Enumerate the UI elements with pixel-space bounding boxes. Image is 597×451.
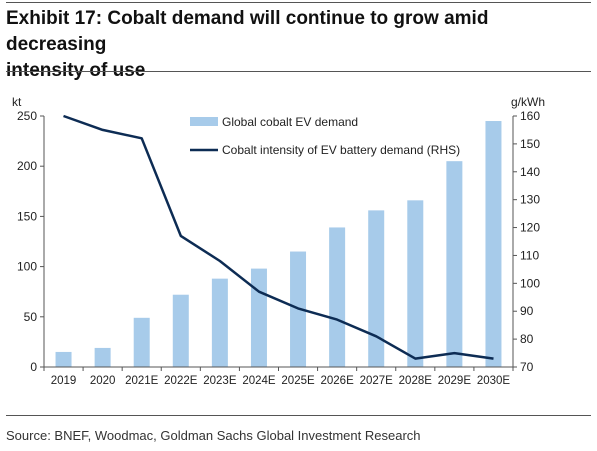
right-tick-label-120: 120 [520,221,540,235]
legend-swatch-demand [190,117,218,126]
right-tick-label-110: 110 [520,248,539,262]
right-tick-label-140: 140 [520,165,540,179]
bar-2028E [407,200,424,367]
x-tick-label-2024E: 2024E [242,375,276,387]
x-tick-label-2023E: 2023E [203,375,237,387]
bar-2024E [250,268,267,367]
bar-2027E [368,210,385,367]
left-axis-unit: kt [12,95,22,109]
x-tick-label-2021E: 2021E [125,375,159,387]
bar-2029E [446,161,463,367]
axes: 0 50 100 150 200 250 70 80 90 100 110 120 130 140 150 1… [12,95,545,387]
x-tick-label-2026E: 2026E [320,375,354,387]
source-note: Source: BNEF, Woodmac, Goldman Sachs Glo… [6,428,421,443]
x-tick-label-2028E: 2028E [399,375,433,387]
right-tick-label-100: 100 [520,276,540,290]
right-tick-label-90: 90 [520,304,534,318]
bar-2023E [211,278,228,367]
right-tick-label-130: 130 [520,193,540,207]
x-tick-label-2020: 2020 [90,375,116,387]
right-axis-unit: g/kWh [511,95,545,109]
x-tick-label-2027E: 2027E [360,375,394,387]
source-rule [6,415,591,416]
x-tick-label-2029E: 2029E [438,375,472,387]
bar-2030E [485,121,502,368]
line-series [63,114,494,360]
bar-series [55,121,502,368]
left-tick-label-250: 250 [17,109,37,123]
x-tick-label-2025E: 2025E [281,375,315,387]
chart-area: 0 50 100 150 200 250 70 80 90 100 110 120 130 140 150 1… [12,95,545,387]
left-tick-label-0: 0 [30,360,37,374]
legend-label-demand: Global cobalt EV demand [222,115,358,129]
right-tick-label-70: 70 [520,360,534,374]
legend-label-intensity: Cobalt intensity of EV battery demand (R… [222,143,460,157]
chart-title: Exhibit 17: Cobalt demand will continue … [6,6,591,84]
bar-2020 [94,347,111,367]
left-tick-label-50: 50 [24,310,38,324]
title-rule [6,71,591,72]
legend: Global cobalt EV demand Cobalt intensity … [190,115,460,157]
bar-2022E [172,294,189,367]
x-tick-label-2019: 2019 [51,375,77,387]
bar-2026E [329,227,346,367]
bar-2021E [133,317,150,367]
right-tick-label-80: 80 [520,332,534,346]
chart-title-line-2: intensity of use [6,60,146,81]
x-tick-label-2030E: 2030E [477,375,511,387]
bar-2019 [55,351,72,367]
left-tick-label-100: 100 [17,260,37,274]
intensity-line [63,114,494,360]
chart-title-line-1: Exhibit 17: Cobalt demand will continue … [6,8,489,55]
x-tick-label-2022E: 2022E [164,375,198,387]
right-tick-label-160: 160 [520,109,540,123]
top-rule [6,2,591,3]
left-tick-label-150: 150 [17,209,37,223]
left-tick-label-200: 200 [17,159,37,173]
right-tick-label-150: 150 [520,137,540,151]
